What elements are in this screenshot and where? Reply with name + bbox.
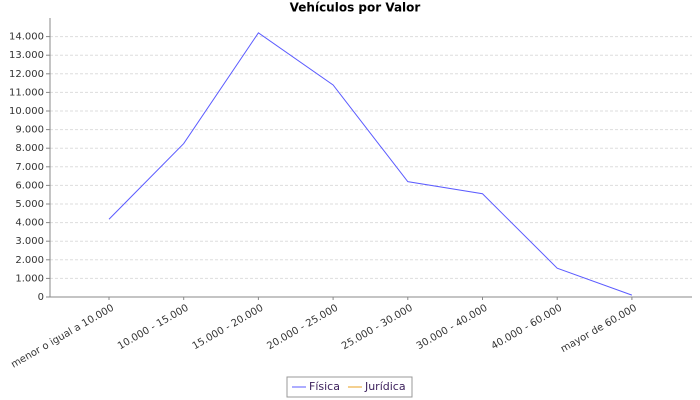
y-tick-label: 4.000 (15, 218, 44, 229)
y-tick-label: 14.000 (9, 32, 44, 43)
y-tick-label: 12.000 (9, 69, 44, 80)
y-tick-label: 6.000 (15, 180, 44, 191)
series-line (108, 32, 633, 296)
y-tick-label: 3.000 (15, 236, 44, 247)
y-tick-label: 9.000 (15, 125, 44, 136)
y-tick-label: 2.000 (15, 255, 44, 266)
y-tick-label: 1.000 (15, 273, 44, 284)
chart-title: Vehículos por Valor (290, 1, 421, 15)
y-tick-label: 8.000 (15, 143, 44, 154)
legend-label: Jurídica (364, 380, 406, 393)
y-tick-label: 0 (38, 292, 44, 303)
y-tick-label: 13.000 (9, 50, 44, 61)
y-tick-label: 10.000 (9, 106, 44, 117)
y-tick-label: 5.000 (15, 199, 44, 210)
y-tick-label: 7.000 (15, 162, 44, 173)
legend-label: Física (309, 380, 340, 393)
y-tick-label: 11.000 (9, 87, 44, 98)
